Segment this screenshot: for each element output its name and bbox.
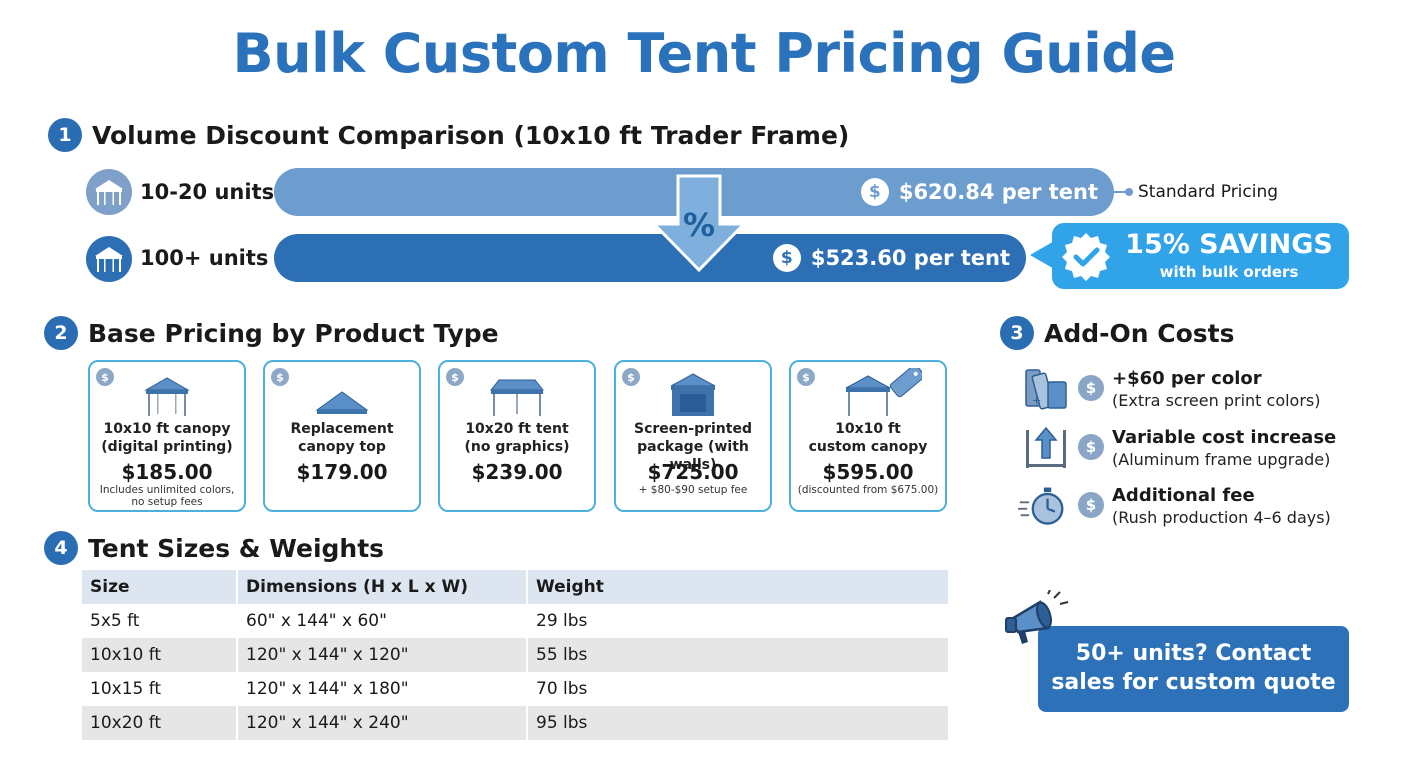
- product-name: Replacement canopy top: [290, 421, 394, 455]
- table-cell: 55 lbs: [528, 638, 948, 672]
- table-cell: 10x10 ft: [82, 638, 236, 672]
- section-number: 1: [48, 118, 82, 152]
- frame-upgrade-icon: [1026, 426, 1066, 468]
- tier-price: $523.60 per tent: [810, 246, 1010, 270]
- product-card: $ 10x10 ft canopy (digital printing) $185…: [88, 360, 246, 512]
- table-cell: 120" x 144" x 120": [238, 638, 526, 672]
- addon-title: +$60 per color: [1112, 368, 1262, 389]
- product-name: 10x20 ft tent (no graphics): [464, 421, 570, 455]
- table-cell: 70 lbs: [536, 679, 588, 699]
- product-name: Screen-printed package (with walls): [634, 421, 752, 473]
- table-row: 10x20 ft 120" x 144" x 240" 95 lbs: [82, 706, 948, 740]
- tier-price: $620.84 per tent: [898, 180, 1098, 204]
- dollar-icon: $: [860, 178, 889, 206]
- savings-subtitle: with bulk orders: [1159, 263, 1299, 281]
- bulk-price-bar: $ $523.60 per tent: [274, 234, 1026, 282]
- section-title: Add-On Costs: [1044, 318, 1235, 348]
- walled-tent-icon: [616, 370, 770, 418]
- product-note: Includes unlimited colors, no setup fees: [99, 484, 235, 508]
- dollar-icon: $: [1078, 492, 1104, 518]
- addon-title: Variable cost increase: [1112, 427, 1337, 448]
- addon-subtitle: (Rush production 4–6 days): [1112, 508, 1331, 527]
- dollar-icon: $: [1078, 375, 1104, 401]
- section-1-header: 1 Volume Discount Comparison (10x10 ft T…: [48, 118, 849, 152]
- stopwatch-icon: [1018, 487, 1064, 525]
- column-header: Dimensions (H x L x W): [238, 570, 526, 604]
- product-price: $725.00: [647, 460, 739, 484]
- section-number: 3: [1000, 316, 1034, 350]
- dollar-icon: $: [772, 244, 801, 272]
- section-title: Volume Discount Comparison (10x10 ft Tra…: [92, 120, 850, 150]
- sizes-table: Size Dimensions (H x L x W) Weight 5x5 f…: [82, 570, 948, 740]
- canopy-tent-icon: [90, 370, 244, 418]
- connector-dot: [1125, 188, 1133, 196]
- dollar-icon: $: [797, 368, 815, 386]
- table-row: 5x5 ft 60" x 144" x 60" 29 lbs: [82, 604, 948, 638]
- section-number: 4: [44, 531, 78, 565]
- section-title: Base Pricing by Product Type: [88, 318, 499, 348]
- standard-pricing-label: Standard Pricing: [1138, 182, 1279, 202]
- color-swatch-icon: +: [1025, 369, 1067, 410]
- product-price: $239.00: [471, 460, 563, 484]
- table-cell: 5x5 ft: [90, 611, 140, 631]
- check-badge-icon: [1062, 233, 1110, 281]
- table-row: 10x15 ft 120" x 144" x 180" 70 lbs: [82, 672, 948, 706]
- cta-line: sales for custom quote: [1051, 670, 1336, 695]
- column-header: Size: [82, 570, 236, 604]
- tier-label: 100+ units: [140, 246, 269, 270]
- page-title: Bulk Custom Tent Pricing Guide: [232, 22, 1176, 85]
- savings-pointer: [1030, 240, 1056, 270]
- product-card: $ Screen-printed package (with walls) $72…: [614, 360, 772, 512]
- percent-symbol: %: [683, 206, 715, 244]
- savings-title: 15% SAVINGS: [1125, 229, 1333, 260]
- cta-line: 50+ units? Contact: [1075, 641, 1312, 666]
- product-price: $179.00: [296, 460, 388, 484]
- dollar-icon: $: [622, 368, 640, 386]
- table-cell: 95 lbs: [528, 706, 948, 740]
- table-cell: 120" x 144" x 180": [246, 679, 409, 699]
- product-card: $ 10x10 ft custom canopy $595.00 (discoun…: [789, 360, 947, 512]
- table-cell: 10x20 ft: [82, 706, 236, 740]
- discount-arrow-icon: %: [650, 174, 748, 273]
- table-cell: 29 lbs: [536, 611, 588, 631]
- dollar-icon: $: [446, 368, 464, 386]
- product-note: + $80-$90 setup fee: [638, 484, 748, 496]
- wide-tent-icon: [440, 370, 594, 418]
- product-price: $595.00: [822, 460, 914, 484]
- dollar-icon: $: [271, 368, 289, 386]
- tent-icon: [86, 236, 132, 282]
- table-header-row: Size Dimensions (H x L x W) Weight: [82, 570, 948, 604]
- product-card: $ 10x20 ft tent (no graphics) $239.00: [438, 360, 596, 512]
- table-cell: 10x15 ft: [90, 679, 162, 699]
- section-2-header: 2 Base Pricing by Product Type: [44, 316, 499, 350]
- section-number: 2: [44, 316, 78, 350]
- addon-subtitle: (Aluminum frame upgrade): [1112, 450, 1331, 469]
- product-name: 10x10 ft canopy (digital printing): [101, 421, 233, 455]
- table-cell: 120" x 144" x 240": [238, 706, 526, 740]
- section-3-header: 3 Add-On Costs: [1000, 316, 1235, 350]
- dollar-icon: $: [1078, 434, 1104, 460]
- product-name: 10x10 ft custom canopy: [808, 421, 928, 455]
- product-card: $ Replacement canopy top $179.00: [263, 360, 421, 512]
- megaphone-icon: [1005, 590, 1069, 644]
- savings-badge: 15% SAVINGS with bulk orders: [1052, 223, 1349, 289]
- section-4-header: 4 Tent Sizes & Weights: [44, 531, 384, 565]
- canopy-top-icon: [265, 370, 419, 418]
- tier-label: 10-20 units: [140, 180, 275, 204]
- contact-sales-cta[interactable]: 50+ units? Contact sales for custom quot…: [1038, 626, 1349, 712]
- connector-line: [1114, 191, 1128, 193]
- product-price: $185.00: [121, 460, 213, 484]
- canopy-tag-icon: [791, 368, 945, 418]
- product-note: (discounted from $675.00): [797, 484, 939, 496]
- section-title: Tent Sizes & Weights: [88, 533, 385, 563]
- svg-text:+: +: [1032, 394, 1041, 407]
- addon-title: Additional fee: [1112, 485, 1255, 506]
- table-cell: 60" x 144" x 60": [246, 611, 387, 631]
- dollar-icon: $: [96, 368, 114, 386]
- tent-icon: [86, 169, 132, 215]
- table-row: 10x10 ft 120" x 144" x 120" 55 lbs: [82, 638, 948, 672]
- column-header: Weight: [528, 570, 948, 604]
- addon-subtitle: (Extra screen print colors): [1112, 391, 1321, 410]
